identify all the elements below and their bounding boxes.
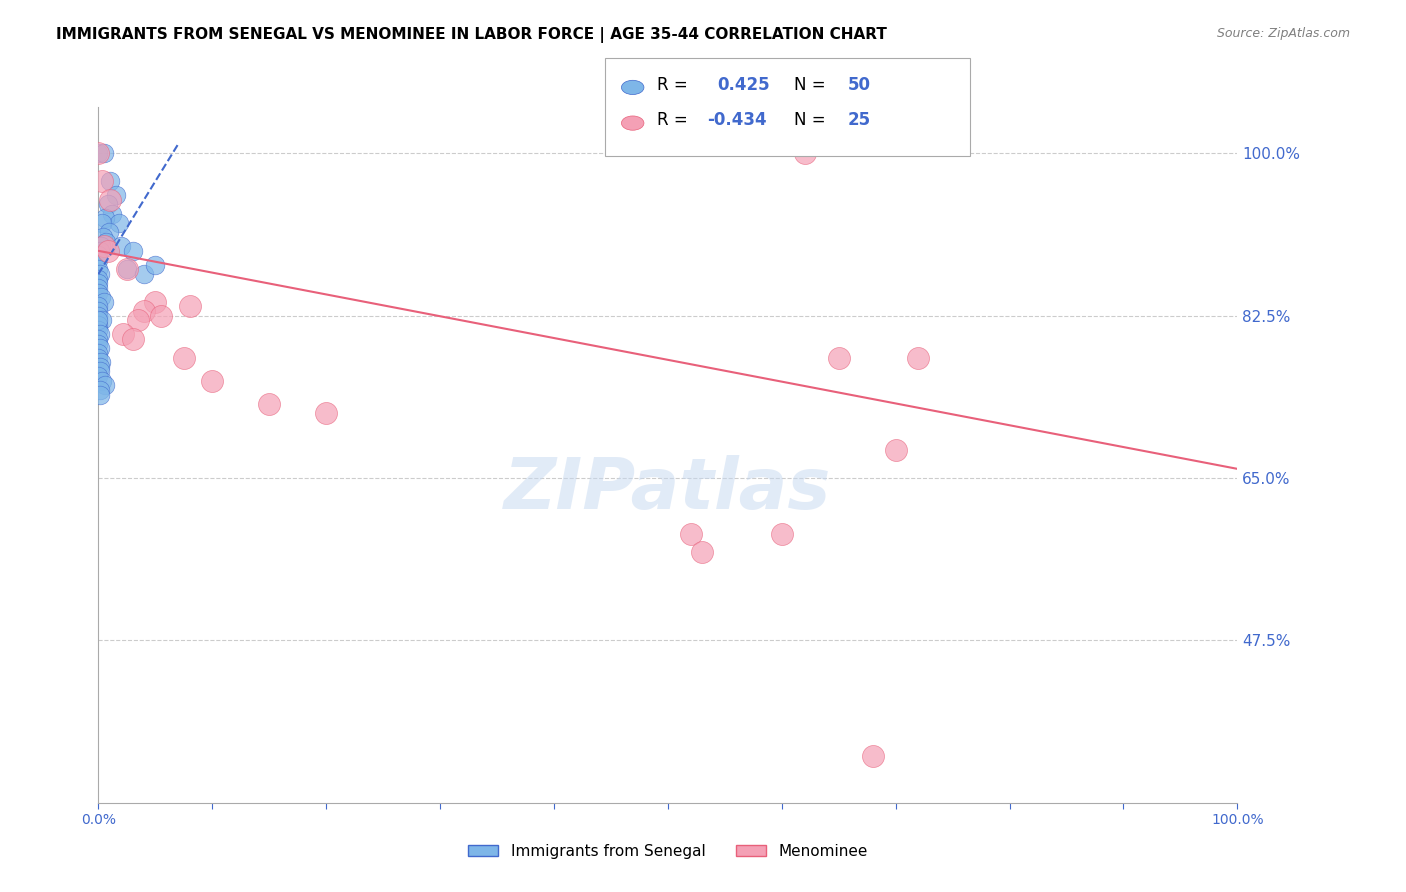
Point: [90, 216, 112, 230]
Point: [87, 351, 110, 365]
Point: [89, 327, 111, 342]
Point: [110, 239, 132, 253]
Point: [115, 262, 138, 277]
Point: [679, 526, 702, 541]
Point: [104, 188, 127, 202]
Point: [97, 225, 120, 239]
Point: [828, 351, 851, 365]
Point: [94, 211, 117, 226]
Text: 25: 25: [848, 112, 870, 129]
Point: [87, 318, 110, 332]
Point: [884, 443, 907, 458]
Point: [862, 749, 884, 764]
Point: [770, 526, 793, 541]
Point: [173, 351, 195, 365]
Point: [145, 258, 167, 272]
Point: [87, 146, 110, 161]
Text: R =: R =: [657, 76, 688, 94]
Point: [87, 248, 110, 262]
Point: [87, 285, 110, 300]
Point: [89, 387, 111, 401]
Point: [89, 244, 111, 258]
Point: [87, 313, 110, 327]
Text: IMMIGRANTS FROM SENEGAL VS MENOMINEE IN LABOR FORCE | AGE 35-44 CORRELATION CHAR: IMMIGRANTS FROM SENEGAL VS MENOMINEE IN …: [56, 27, 887, 43]
Point: [690, 545, 713, 559]
Point: [87, 369, 110, 384]
Point: [90, 290, 112, 304]
Text: R =: R =: [657, 112, 688, 129]
Point: [89, 341, 111, 355]
Point: [115, 262, 138, 277]
Point: [96, 244, 118, 258]
Point: [93, 239, 115, 253]
Point: [87, 262, 110, 277]
Point: [87, 146, 110, 161]
Point: [93, 294, 115, 309]
Text: N =: N =: [794, 76, 825, 94]
Text: -0.434: -0.434: [707, 112, 766, 129]
Point: [145, 294, 167, 309]
Point: [87, 304, 110, 318]
Point: [91, 230, 114, 244]
Point: [87, 323, 110, 337]
Point: [96, 235, 118, 249]
Point: [121, 332, 143, 346]
Point: [179, 300, 201, 314]
Point: [127, 313, 149, 327]
Point: [112, 327, 135, 342]
Point: [89, 383, 111, 397]
Point: [98, 174, 121, 188]
Point: [90, 239, 112, 253]
Point: [87, 332, 110, 346]
Point: [87, 281, 110, 295]
Point: [150, 309, 173, 323]
Point: [87, 346, 110, 360]
Point: [89, 359, 111, 374]
Text: 50: 50: [848, 76, 870, 94]
Point: [793, 146, 815, 161]
Point: [315, 406, 337, 420]
Point: [101, 207, 124, 221]
Point: [87, 309, 110, 323]
Point: [94, 378, 117, 392]
Point: [132, 267, 155, 281]
Point: [89, 267, 111, 281]
Point: [87, 277, 110, 291]
Point: [89, 364, 111, 378]
Text: 0.425: 0.425: [717, 76, 769, 94]
Point: [90, 355, 112, 369]
Point: [90, 374, 112, 388]
Point: [87, 336, 110, 351]
Point: [108, 216, 131, 230]
Point: [87, 253, 110, 268]
Point: [907, 351, 929, 365]
Text: ZIPatlas: ZIPatlas: [505, 455, 831, 524]
Point: [87, 271, 110, 285]
Point: [98, 193, 121, 207]
Point: [132, 304, 155, 318]
Point: [259, 397, 281, 411]
Point: [201, 374, 224, 388]
Point: [96, 197, 118, 211]
Point: [90, 313, 112, 327]
Text: N =: N =: [794, 112, 825, 129]
Point: [90, 174, 112, 188]
Point: [87, 300, 110, 314]
Point: [93, 146, 115, 161]
Point: [121, 244, 143, 258]
Legend: Immigrants from Senegal, Menominee: Immigrants from Senegal, Menominee: [461, 838, 875, 864]
Text: Source: ZipAtlas.com: Source: ZipAtlas.com: [1216, 27, 1350, 40]
